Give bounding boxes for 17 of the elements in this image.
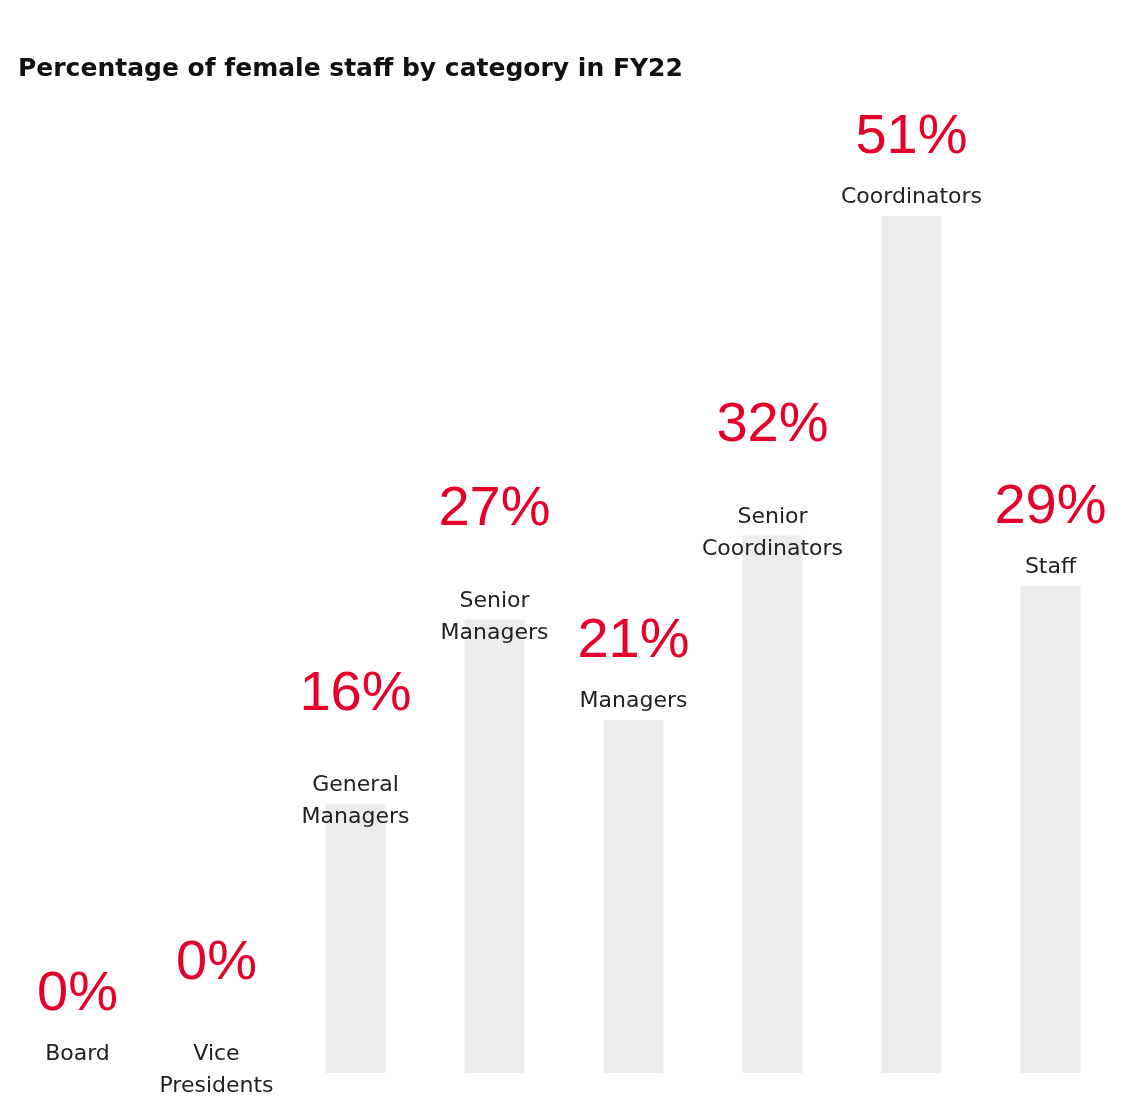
data-label: 51%: [855, 102, 968, 166]
data-label: 27%: [438, 474, 551, 538]
x-tick-label: Senior Coordinators: [701, 502, 844, 560]
x-tick-label: Coordinators: [840, 183, 983, 209]
data-label: 29%: [994, 471, 1107, 535]
x-tick-label: Managers: [579, 687, 688, 713]
x-tick-label: Vice Presidents: [159, 1040, 274, 1098]
x-tick-label: General Managers: [301, 771, 410, 829]
x-tick-label: Senior Managers: [440, 586, 549, 644]
data-label: 21%: [577, 606, 690, 670]
data-label: 32%: [716, 390, 829, 454]
data-label: 0%: [176, 927, 257, 991]
data-label: 16%: [299, 658, 412, 722]
data-label: 0%: [37, 959, 118, 1022]
x-tick-label: Board: [45, 1040, 110, 1066]
chart-title: Percentage of female staff by category in FY22: [18, 53, 683, 82]
x-tick-label: Staff: [1024, 552, 1077, 578]
